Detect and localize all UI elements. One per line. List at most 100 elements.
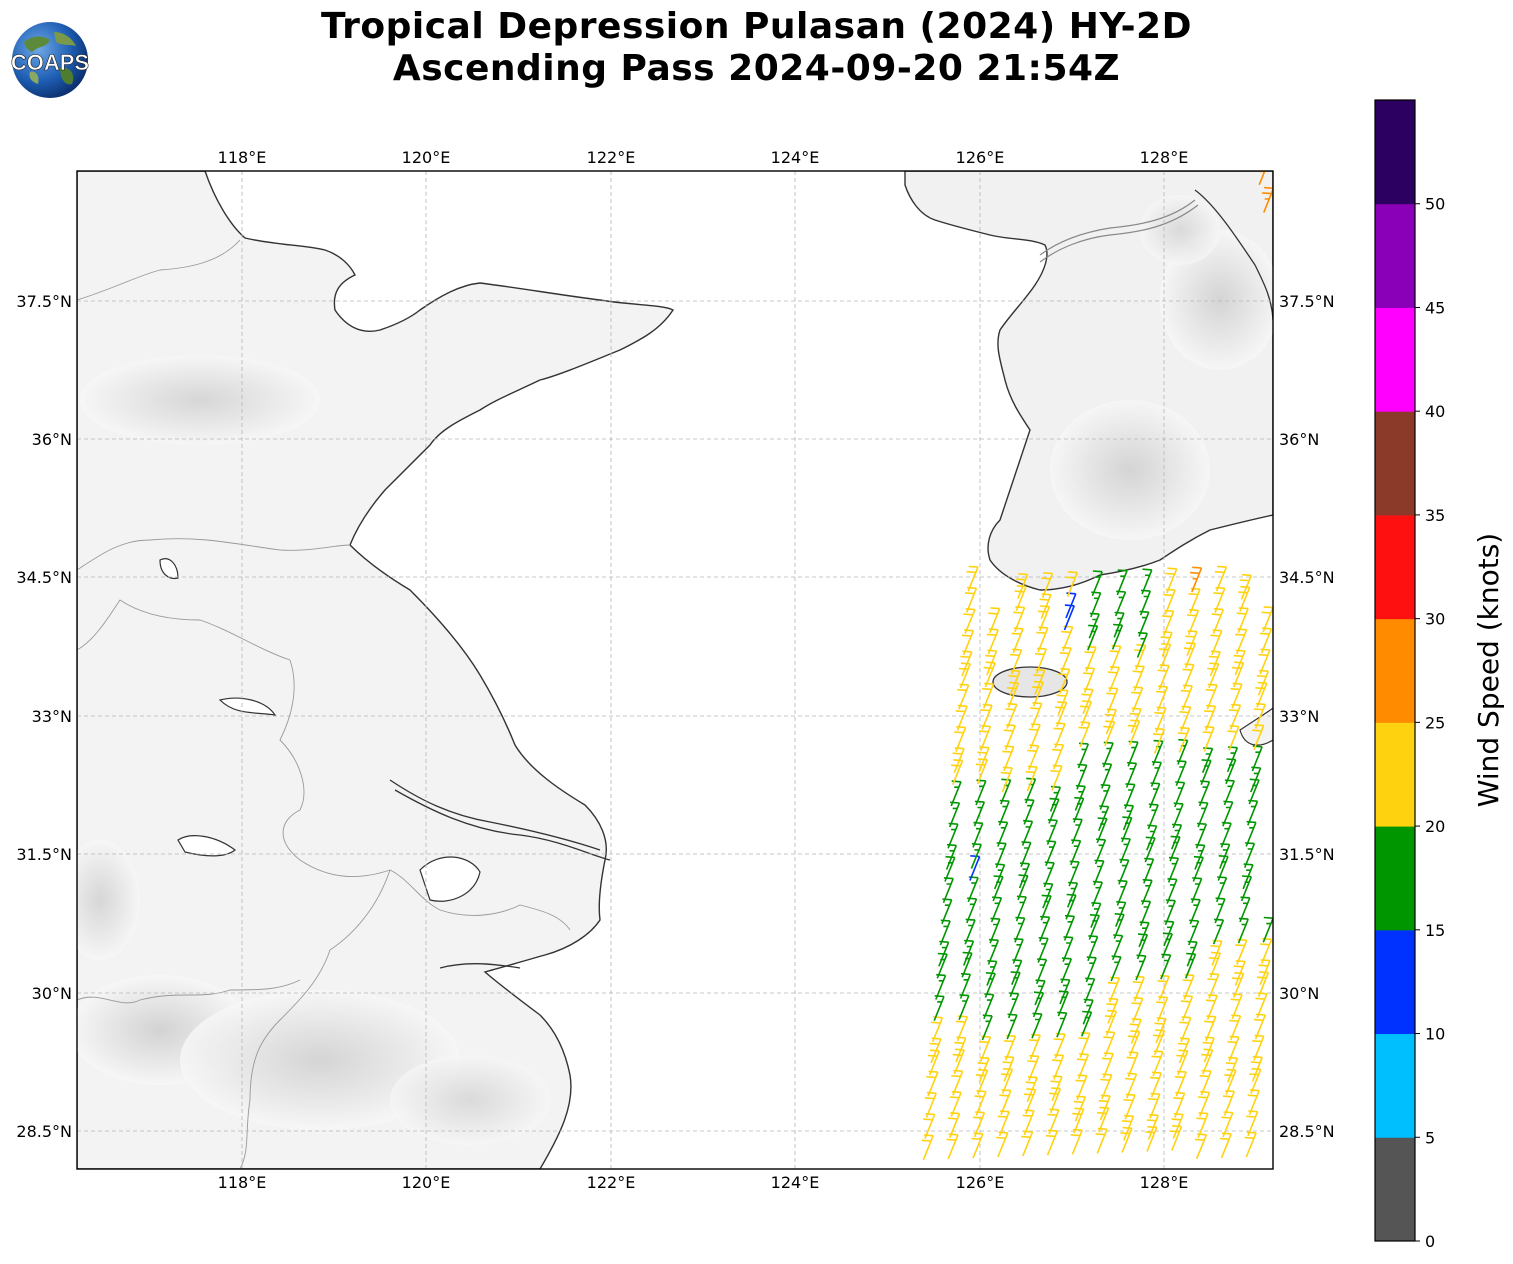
- wind-barb: [1171, 1113, 1184, 1139]
- lat-label-right: 33°N: [1279, 707, 1319, 726]
- wind-barb: [1006, 681, 1020, 708]
- lat-label-left: 33°N: [32, 707, 72, 726]
- wind-barb: [995, 842, 1007, 868]
- wind-barb: [1232, 972, 1245, 998]
- wind-barb: [971, 1132, 984, 1159]
- wind-barb: [1170, 823, 1183, 850]
- wind-barb: [1081, 688, 1094, 715]
- wind-barb: [945, 843, 958, 870]
- wind-barb: [1107, 976, 1121, 1003]
- wind-barb: [1055, 701, 1068, 727]
- wind-barb: [1003, 1034, 1017, 1061]
- wind-barb: [921, 1134, 934, 1161]
- wind-barb: [1205, 683, 1218, 710]
- wind-barb: [1050, 764, 1063, 791]
- colorbar-segment: [1375, 203, 1415, 308]
- wind-barb: [1138, 921, 1150, 948]
- wind-barb: [958, 994, 970, 1020]
- wind-barb: [983, 993, 995, 1020]
- wind-barb: [1084, 645, 1097, 672]
- wind-barb: [985, 649, 998, 676]
- wind-barb: [1024, 1088, 1037, 1114]
- wind-barb: [1251, 745, 1263, 772]
- wind-barb: [1151, 1050, 1164, 1077]
- wind-barb: [1173, 1091, 1186, 1118]
- wind-barb: [982, 682, 995, 709]
- wind-barb: [1235, 938, 1248, 965]
- wind-barb: [948, 801, 961, 828]
- wind-barb: [1047, 1108, 1060, 1135]
- wind-barb: [1002, 1055, 1015, 1082]
- wind-barb: [1196, 1112, 1209, 1138]
- wind-barb: [1258, 648, 1271, 675]
- wind-barb: [1095, 1127, 1108, 1154]
- wind-barb: [952, 1048, 965, 1075]
- wind-barb: [1261, 606, 1273, 633]
- lon-label-bottom: 120°E: [402, 1173, 451, 1192]
- wind-barb: [1247, 1089, 1260, 1116]
- wind-barb: [1090, 591, 1102, 618]
- wind-barb: [939, 919, 951, 946]
- wind-barb: [1219, 1132, 1232, 1159]
- wind-barb: [1182, 663, 1195, 690]
- lon-label-top: 118°E: [218, 148, 267, 167]
- wind-barb: [1015, 895, 1027, 922]
- wind-barb: [1127, 740, 1139, 767]
- wind-barb: [1037, 937, 1049, 963]
- wind-barb: [1068, 860, 1080, 887]
- lon-label-top: 120°E: [402, 148, 451, 167]
- wind-barb: [1149, 1071, 1163, 1098]
- wind-barb: [1250, 766, 1262, 793]
- wind-barb: [1091, 570, 1103, 597]
- wind-barb: [1011, 627, 1024, 654]
- lat-label-right: 28.5°N: [1279, 1122, 1335, 1141]
- wind-barb: [1031, 680, 1044, 707]
- lat-label-right: 30°N: [1279, 984, 1319, 1003]
- wind-barb: [1188, 587, 1201, 614]
- wind-barb: [1088, 612, 1100, 639]
- wind-barb: [1141, 878, 1153, 905]
- wind-barb: [967, 876, 979, 903]
- wind-barb: [1082, 667, 1096, 693]
- colorbar-tick-label: 20: [1425, 817, 1445, 836]
- wind-barb: [1201, 747, 1214, 774]
- wind-barb: [1262, 186, 1273, 213]
- wind-barb: [1207, 662, 1220, 689]
- wind-barb: [1046, 819, 1058, 845]
- lat-label-left: 37.5°N: [16, 292, 72, 311]
- wind-barb: [1049, 785, 1062, 812]
- wind-barb: [1097, 1106, 1110, 1133]
- wind-barb: [1062, 936, 1074, 962]
- wind-barb: [1190, 566, 1203, 593]
- wind-barb: [989, 917, 1001, 944]
- wind-barb: [1014, 916, 1026, 943]
- wind-barb: [1128, 1030, 1141, 1057]
- wind-barb: [1149, 782, 1161, 809]
- wind-barb: [1160, 953, 1172, 980]
- lat-label-left: 34.5°N: [16, 568, 72, 587]
- wind-barb: [1172, 802, 1184, 829]
- lat-label-left: 36°N: [32, 430, 72, 449]
- wind-barb: [997, 820, 1009, 847]
- wind-barb: [1227, 725, 1240, 751]
- wind-barb: [1123, 1093, 1136, 1120]
- wind-barb: [1099, 784, 1111, 810]
- wind-barb: [1183, 642, 1197, 668]
- wind-barb: [1129, 1018, 1142, 1044]
- wind-barb: [1259, 627, 1273, 654]
- wind-barb: [1059, 646, 1072, 673]
- wind-barb: [1215, 876, 1228, 903]
- wind-barb: [1208, 650, 1221, 677]
- wind-barb: [1027, 1054, 1040, 1081]
- wind-barb: [1255, 681, 1268, 708]
- wind-barb: [1037, 605, 1051, 632]
- wind-barb: [1189, 898, 1201, 925]
- colorbar-tick-label: 40: [1425, 402, 1445, 421]
- wind-barb: [1222, 800, 1234, 827]
- wind-barb: [941, 898, 953, 925]
- wind-barb: [1148, 1092, 1161, 1119]
- wind-barb: [1014, 585, 1027, 611]
- wind-barb: [1091, 880, 1104, 907]
- wind-barb: [1070, 839, 1082, 866]
